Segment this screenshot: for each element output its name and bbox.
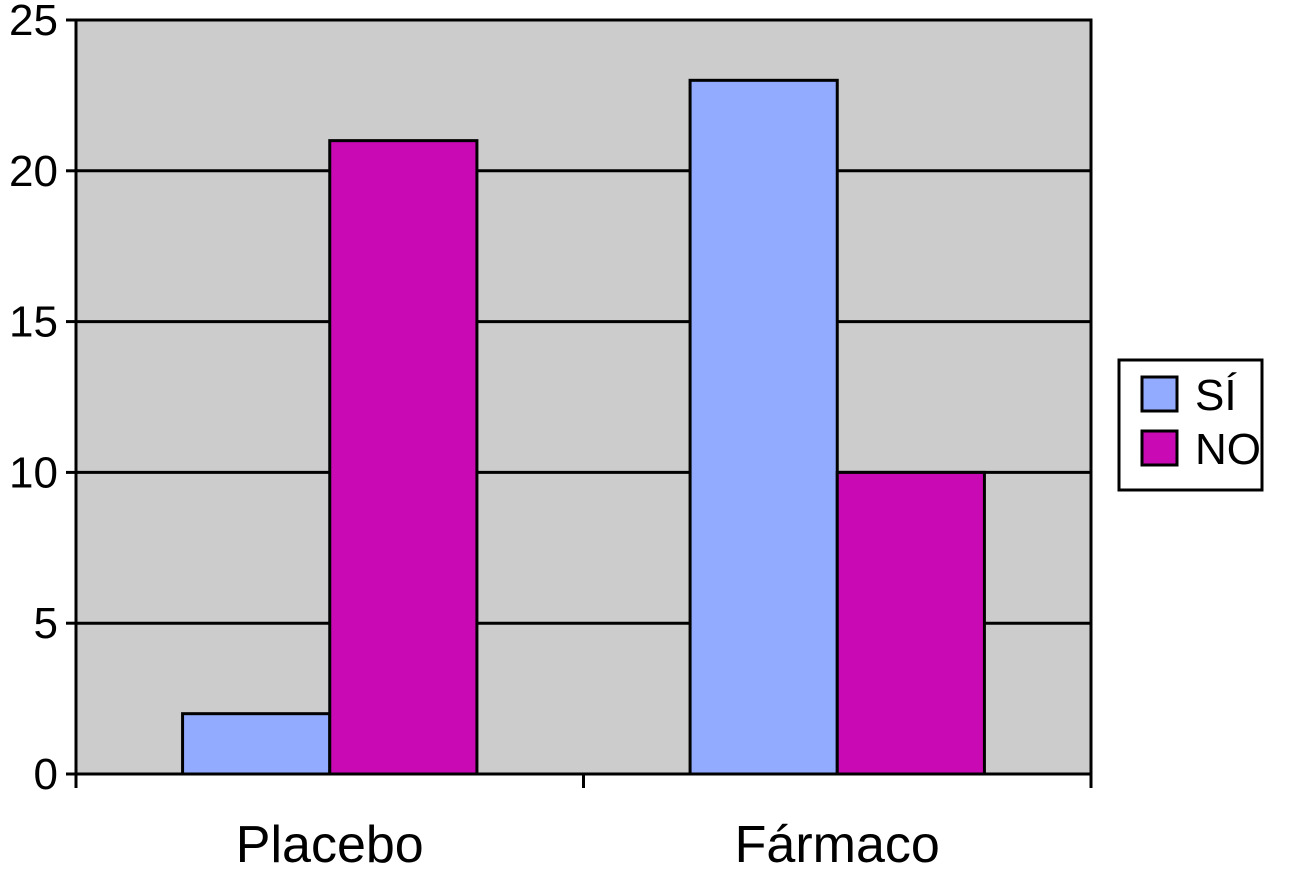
- bars: [181, 78, 986, 776]
- y-tick-label: 0: [34, 750, 58, 799]
- legend-swatch: [1140, 375, 1179, 413]
- legend: SÍ NO: [1117, 358, 1264, 492]
- y-tick-label: 25: [9, 0, 58, 45]
- legend-swatch: [1140, 429, 1179, 467]
- legend-label: NO: [1195, 425, 1261, 474]
- bar: [328, 139, 479, 776]
- y-axis-ticks: 0 5 10 15 20 25: [9, 0, 76, 799]
- y-tick-label: 15: [9, 298, 58, 347]
- y-tick-label: 5: [34, 599, 58, 648]
- bar: [835, 470, 986, 776]
- y-tick-label: 10: [9, 448, 58, 497]
- bar: [688, 78, 839, 776]
- bar: [181, 712, 332, 776]
- x-tick-label: Fármaco: [735, 816, 940, 874]
- x-axis-labels: Placebo Fármaco: [74, 774, 1093, 874]
- y-tick-label: 20: [9, 147, 58, 196]
- x-tick-label: Placebo: [236, 816, 424, 874]
- legend-label: SÍ: [1195, 371, 1237, 420]
